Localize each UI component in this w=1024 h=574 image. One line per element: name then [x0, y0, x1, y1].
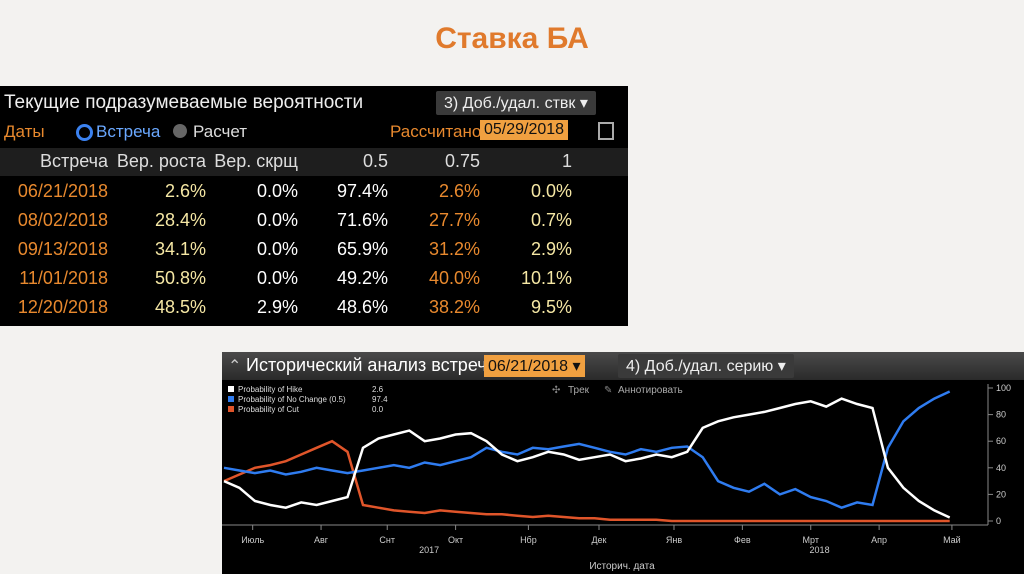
y-tick-label: 60: [996, 436, 1006, 446]
menu-button[interactable]: 3) Доб./удал. ствк ▾: [436, 91, 596, 115]
radio-label: Встреча: [96, 122, 161, 141]
column-header: Вер. скрщ: [214, 151, 298, 171]
table-cell: 08/02/2018: [17, 210, 108, 230]
radio-label: Расчет: [193, 122, 248, 141]
series-line: [223, 397, 951, 519]
series-button[interactable]: 4) Доб./удал. серию ▾: [618, 354, 794, 378]
table-cell: 09/13/2018: [17, 239, 108, 259]
table-cell: 65.9%: [336, 239, 388, 259]
table-cell: 11/01/2018: [19, 268, 108, 288]
legend-label: Probability of Cut: [238, 405, 300, 414]
legend-label: Probability of Hike: [238, 385, 303, 394]
column-header: 0.75: [444, 151, 480, 171]
legend-swatch: [228, 396, 234, 402]
dates-label: Даты: [4, 122, 45, 141]
legend-value: 97.4: [372, 395, 388, 404]
history-chart: ✣ Трек ✎ Аннотировать 0 20 40 60 80 100 Июль Авг Снт…: [222, 383, 1011, 572]
table-cell: 0.0%: [530, 181, 572, 201]
table-cell: 2.6%: [438, 181, 480, 201]
legend-value: 2.6: [372, 385, 384, 394]
radio[interactable]: [173, 124, 187, 138]
x-tick-label: Мрт: [803, 535, 819, 545]
table-cell: 49.2%: [336, 268, 388, 288]
history-header: ⌃ Исторический анализ встречи 06/21/2018…: [222, 352, 1024, 380]
calendar-icon[interactable]: [598, 122, 614, 140]
y-tick-label: 0: [996, 516, 1001, 526]
table-cell: 2.9%: [256, 297, 298, 317]
x-tick-label: Май: [943, 535, 961, 545]
legend-value: 0.0: [372, 405, 384, 414]
x-tick-label: Окт: [448, 535, 463, 545]
legend-label: Probability of No Change (0.5): [238, 395, 346, 404]
year-label: 2018: [810, 545, 830, 555]
table-cell: 31.2%: [428, 239, 480, 259]
tool-annotate[interactable]: Аннотировать: [618, 385, 683, 396]
table-cell: 38.2%: [428, 297, 480, 317]
history-title: Исторический анализ встречи: [246, 355, 497, 375]
table-cell: 40.0%: [428, 268, 480, 288]
button-text: 3) Доб./удал. ствк: [444, 95, 576, 112]
header-row: [0, 148, 628, 176]
y-tick-label: 40: [996, 463, 1006, 473]
table-cell: 2.9%: [530, 239, 572, 259]
x-tick-label: Янв: [666, 535, 682, 545]
table-cell: 0.0%: [256, 268, 298, 288]
table-cell: 0.0%: [256, 181, 298, 201]
table-cell: 27.7%: [428, 210, 480, 230]
x-tick-label: Дек: [591, 535, 606, 545]
rates-panel: Текущие подразумеваемые вероятности 3) Д…: [0, 86, 628, 326]
legend-swatch: [228, 406, 234, 412]
table-cell: 50.8%: [154, 268, 206, 288]
y-tick-label: 20: [996, 489, 1006, 499]
legend-swatch: [228, 386, 234, 392]
table-cell: 97.4%: [336, 181, 388, 201]
x-tick-label: Авг: [314, 535, 329, 545]
table-cell: 06/21/2018: [17, 181, 108, 201]
table-cell: 10.1%: [520, 268, 572, 288]
table-cell: 28.4%: [154, 210, 206, 230]
column-header: Вер. роста: [116, 151, 206, 171]
table-cell: 48.6%: [336, 297, 388, 317]
slide-title: Ставка БА: [435, 22, 589, 55]
collapse-icon[interactable]: ⌃: [228, 358, 242, 375]
column-header: 1: [561, 151, 572, 171]
year-label: 2017: [419, 545, 439, 555]
table-cell: 34.1%: [154, 239, 206, 259]
column-header: Встреча: [39, 151, 108, 171]
meeting-input[interactable]: 06/21/2018 ▾: [484, 355, 585, 377]
x-tick-label: Нбр: [520, 535, 537, 545]
tool-track[interactable]: Трек: [568, 385, 590, 396]
history-panel: ⌃ Исторический анализ встречи 06/21/2018…: [222, 352, 1024, 574]
series-line: [223, 439, 950, 523]
tool-icon: ✎: [604, 385, 612, 396]
tool-icon: ✣: [552, 385, 560, 396]
table-cell: 2.6%: [164, 181, 206, 201]
panel-title: Текущие подразумеваемые вероятности: [4, 92, 364, 113]
table-cell: 71.6%: [336, 210, 388, 230]
meeting-date: 06/21/2018: [488, 358, 569, 375]
x-tick-label: Июль: [241, 535, 264, 545]
calculated-label: Рассчитано: [390, 122, 482, 141]
x-tick-label: Фев: [734, 535, 751, 545]
x-tick-label: Снт: [379, 535, 395, 545]
column-header: 0.5: [362, 151, 388, 171]
x-axis-label: Историч. дата: [589, 561, 655, 572]
table-cell: 48.5%: [154, 297, 206, 317]
x-tick-label: Апр: [871, 535, 887, 545]
table-cell: 12/20/2018: [17, 297, 108, 317]
radio-selected[interactable]: [76, 124, 93, 141]
series-line: [223, 390, 951, 510]
table-cell: 9.5%: [530, 297, 572, 317]
table-cell: 0.0%: [256, 210, 298, 230]
y-tick-label: 100: [996, 383, 1011, 393]
button-text: 4) Доб./удал. серию: [626, 358, 774, 375]
table-cell: 0.7%: [530, 210, 572, 230]
y-tick-label: 80: [996, 410, 1006, 420]
date-input[interactable]: 05/29/2018: [480, 120, 569, 140]
table-cell: 0.0%: [256, 239, 298, 259]
